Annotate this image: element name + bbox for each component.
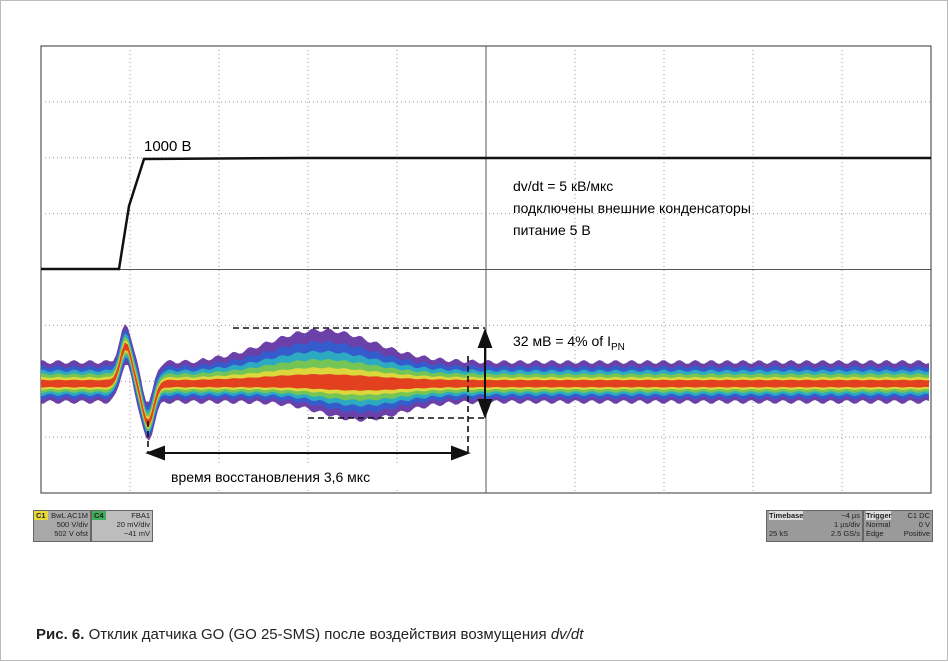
caption-text: Отклик датчика GO (GO 25-SMS) после возд… — [89, 626, 551, 643]
recovery-label: время восстановления 3,6 мкс — [171, 469, 370, 485]
panel-head: Timebase −4 µs — [767, 511, 862, 520]
page: 1000 В dv/dt = 5 кВ/мкс подключены внешн… — [0, 0, 948, 661]
c4-line: −41 mV — [92, 529, 152, 538]
panel-value: −4 µs — [841, 511, 860, 520]
amplitude-sub: PN — [611, 342, 625, 353]
panel-value: 25 kS — [769, 529, 788, 538]
scope-screen: 1000 В dv/dt = 5 кВ/мкс подключены внешн… — [1, 1, 948, 662]
c1-line: 502 V ofst — [34, 529, 90, 538]
note: dv/dt = 5 кВ/мкс — [513, 178, 613, 194]
panel-value: 0 V — [919, 520, 930, 529]
panel-value: Positive — [904, 529, 930, 538]
panel-head: Trigger C1 DC — [864, 511, 932, 520]
note: подключены внешние конденсаторы — [513, 200, 751, 216]
c1-line: 500 V/div — [34, 520, 90, 529]
panel-value: Edge — [866, 529, 884, 538]
c4-line: 20 mV/div — [92, 520, 152, 529]
panel-title: Trigger — [866, 511, 891, 520]
panel-title: Timebase — [769, 511, 803, 520]
c4-tag: C4 — [92, 511, 106, 520]
caption: Рис. 6. Отклик датчика GO (GO 25-SMS) по… — [36, 626, 583, 643]
c1-status: C1 BwL AC1M 500 V/div 502 V ofst — [33, 510, 91, 542]
panel-row: Normal 0 V — [864, 520, 932, 529]
caption-italic: dv/dt — [551, 626, 584, 643]
panel-value: 2.5 GS/s — [831, 529, 860, 538]
note: питание 5 В — [513, 222, 591, 238]
panel-row: 25 kS 2.5 GS/s — [767, 529, 862, 538]
panel-row: 1 µs/div — [767, 520, 862, 529]
amplitude-text: 32 мВ = 4% of I — [513, 333, 611, 349]
trigger-status: Trigger C1 DC Normal 0 V Edge Positive — [863, 510, 933, 542]
step-label: 1000 В — [144, 138, 192, 155]
panel-row: Edge Positive — [864, 529, 932, 538]
panel-value: Normal — [866, 520, 890, 529]
panel-value: C1 DC — [907, 511, 930, 520]
c1-tag: C1 — [34, 511, 48, 520]
panel-value: 1 µs/div — [834, 520, 860, 529]
c4-status: C4 FBA1 20 mV/div −41 mV — [91, 510, 153, 542]
caption-label: Рис. 6. — [36, 626, 84, 643]
